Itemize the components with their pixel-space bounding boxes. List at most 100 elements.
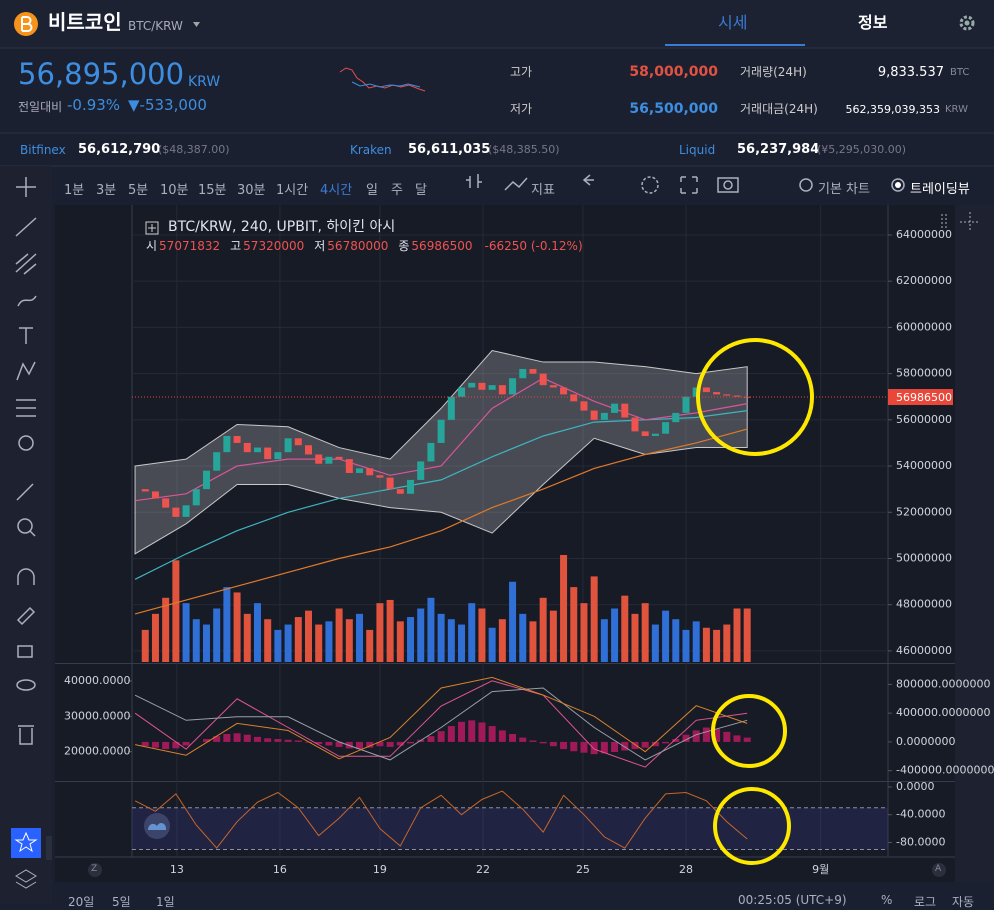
y-tick-label: 0.0000	[896, 780, 935, 793]
interval[interactable]: 달	[415, 183, 427, 198]
volume-bar	[213, 608, 221, 662]
layers-icon[interactable]	[15, 869, 37, 889]
interval[interactable]: 일	[366, 183, 378, 198]
volume-bar	[560, 555, 568, 662]
interval[interactable]: 1분	[64, 183, 85, 198]
volume-bar	[396, 621, 404, 662]
interval[interactable]: 15분	[198, 183, 227, 198]
scale-option[interactable]: 로그	[914, 895, 937, 909]
histogram-bar	[213, 736, 221, 742]
volume-bar	[284, 624, 292, 662]
histogram-bar	[519, 737, 527, 742]
volume-unit: BTC	[950, 67, 970, 78]
tab[interactable]: 정보	[858, 13, 888, 32]
candle	[417, 461, 425, 480]
legend-toggle[interactable]	[145, 221, 159, 235]
exchange-name: Kraken	[350, 143, 392, 157]
histogram-bar	[162, 741, 170, 750]
volume-bar	[356, 613, 364, 662]
candle	[253, 447, 261, 453]
volume-bar	[713, 629, 721, 662]
candle	[315, 454, 323, 464]
volume-label: 거래량(24H)	[740, 65, 807, 79]
chart-mode[interactable]: 기본 차트	[818, 182, 870, 197]
price: 56,895,000	[18, 57, 185, 91]
tool-icons[interactable]	[15, 177, 37, 745]
zoom-button[interactable]: Z	[91, 864, 98, 874]
right-tool-icons[interactable]	[941, 212, 980, 232]
volume-bar	[458, 624, 466, 662]
scale-option[interactable]: %	[881, 893, 893, 907]
histogram-bar	[253, 736, 261, 742]
volume-bar	[386, 599, 394, 662]
range-button[interactable]: 20일	[68, 895, 95, 909]
histogram-bar	[376, 741, 384, 747]
histogram-bar	[641, 741, 649, 748]
candle	[509, 378, 517, 395]
interval[interactable]: 30분	[237, 183, 266, 198]
x-tick-label: 19	[373, 863, 387, 876]
dropdown[interactable]	[193, 22, 200, 27]
zoom-button-bg[interactable]	[88, 863, 102, 877]
chart-mode[interactable]: 트레이딩뷰	[910, 182, 970, 197]
interval[interactable]: 4시간	[320, 183, 353, 198]
candle	[172, 507, 180, 517]
scale-option[interactable]: 자동	[952, 895, 975, 909]
candle	[294, 438, 302, 446]
value: 562,359,039,353	[845, 103, 940, 116]
interval[interactable]: 주	[391, 183, 403, 198]
histogram-bar	[723, 731, 731, 742]
interval[interactable]: 5분	[128, 183, 149, 198]
histogram-bar	[498, 730, 506, 742]
histogram-bar	[325, 741, 333, 746]
sparkline	[339, 67, 426, 92]
chart-tool-icons[interactable]	[466, 174, 905, 194]
candle	[651, 433, 659, 436]
change-pct: -0.93%	[67, 96, 121, 114]
candle	[529, 368, 537, 374]
exchange-quote: ($48,385.50)	[488, 143, 560, 156]
y-tick-label: -400000.0000000	[896, 764, 994, 777]
interval[interactable]: 1시간	[276, 183, 309, 198]
volume-bar	[631, 613, 639, 662]
volume-bar	[529, 621, 537, 662]
histogram-bar	[621, 741, 629, 751]
exchange-price: 56,612,790	[78, 142, 161, 157]
indicator-line	[134, 687, 748, 761]
candle	[611, 403, 619, 413]
candle	[519, 368, 527, 379]
histogram-bar	[366, 741, 374, 748]
settings-icon[interactable]	[959, 15, 975, 31]
candle	[233, 436, 241, 443]
y-tick-label: 800000.0000000	[896, 677, 990, 690]
volume-bar	[305, 610, 313, 662]
range-button[interactable]: 1일	[156, 895, 175, 909]
collapse-handle[interactable]	[46, 836, 52, 860]
indicator-button[interactable]: 지표	[531, 183, 555, 198]
volume-bar	[335, 608, 343, 662]
volume-bar	[437, 613, 445, 662]
coin-icon-glyph	[21, 16, 33, 32]
high: 58,000,000	[629, 64, 718, 80]
tab-underline	[665, 44, 805, 46]
volume-bar	[488, 627, 496, 662]
tab[interactable]: 시세	[718, 13, 748, 32]
volume-bar	[172, 560, 180, 662]
interval[interactable]: 10분	[160, 183, 189, 198]
exchange-price: 56,237,984	[737, 142, 820, 157]
auto-button-bg[interactable]	[932, 863, 946, 877]
volume-bar	[743, 608, 751, 662]
volume-bar	[294, 617, 302, 662]
sparkline	[351, 81, 421, 88]
legend-label: 고	[230, 239, 242, 253]
auto-button[interactable]: A	[935, 864, 942, 874]
volume-bar	[141, 629, 149, 662]
histogram-bar	[233, 733, 241, 742]
interval[interactable]: 3분	[96, 183, 117, 198]
histogram-bar	[437, 731, 445, 742]
histogram-bar	[182, 741, 190, 746]
range-button[interactable]: 5일	[112, 895, 131, 909]
volume-bar	[192, 619, 200, 662]
price-unit: KRW	[188, 74, 221, 90]
histogram-bar	[447, 726, 455, 742]
